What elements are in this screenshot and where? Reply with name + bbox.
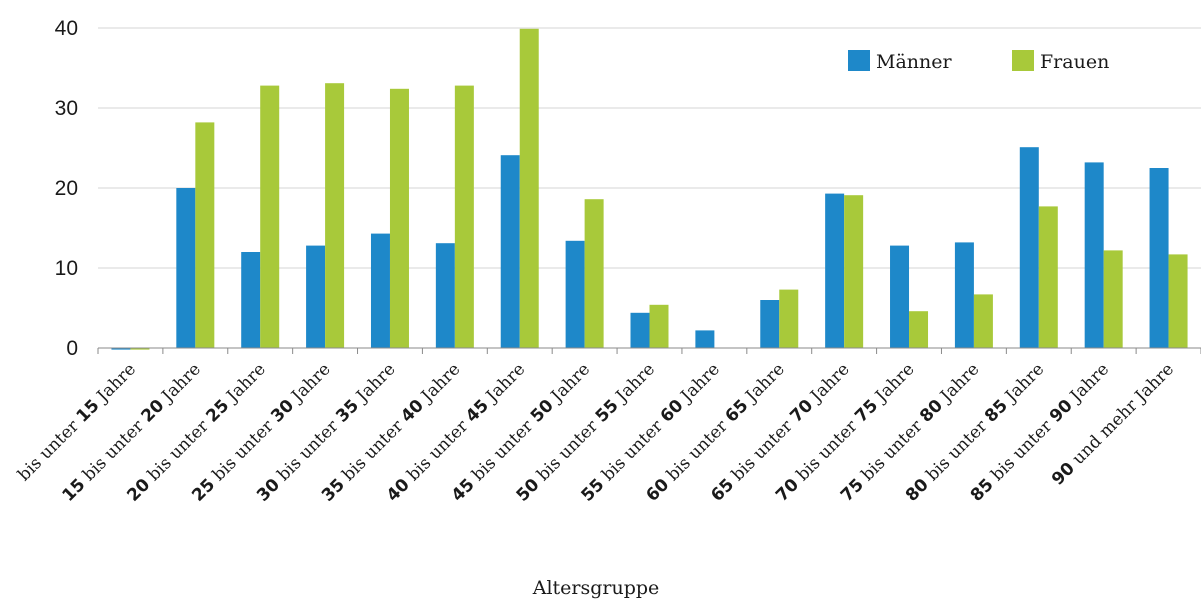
bar-maenner bbox=[306, 245, 326, 348]
bar-maenner bbox=[954, 242, 974, 348]
bar-frauen bbox=[1103, 250, 1123, 348]
x-tick-label: 90 und mehr Jahre bbox=[1048, 359, 1178, 489]
y-tick-label: 30 bbox=[55, 97, 78, 120]
bar-frauen bbox=[779, 289, 799, 348]
bar-frauen bbox=[973, 294, 993, 348]
y-tick-label: 0 bbox=[66, 337, 78, 360]
x-axis bbox=[97, 347, 1201, 354]
bar-maenner bbox=[500, 155, 520, 348]
bar-maenner bbox=[695, 330, 715, 348]
bar-frauen bbox=[519, 28, 539, 349]
bar-maenner bbox=[1084, 162, 1104, 348]
bar-maenner bbox=[565, 240, 585, 348]
bar-frauen bbox=[325, 83, 345, 348]
bar-maenner bbox=[241, 252, 261, 348]
x-tick-label: bis unter 15 Jahre bbox=[14, 359, 140, 485]
bar-frauen bbox=[195, 122, 215, 349]
bar-maenner bbox=[111, 348, 131, 350]
legend-label: Männer bbox=[876, 51, 953, 73]
legend-swatch bbox=[848, 50, 870, 71]
y-tick-label: 20 bbox=[55, 177, 78, 200]
y-tick-label: 40 bbox=[55, 17, 78, 40]
bar-frauen bbox=[1038, 206, 1058, 348]
bar-frauen bbox=[1168, 254, 1188, 348]
legend-swatch bbox=[1012, 50, 1034, 71]
bar-maenner bbox=[370, 233, 390, 348]
gridlines bbox=[98, 27, 1201, 269]
bar-maenner bbox=[1149, 168, 1169, 348]
bar-frauen bbox=[909, 311, 929, 348]
bar-maenner bbox=[630, 312, 650, 348]
y-axis-ticks: 0 10 20 30 40 bbox=[55, 17, 78, 360]
x-axis-title: Altersgruppe bbox=[532, 577, 660, 599]
bar-frauen bbox=[844, 195, 864, 348]
bar-maenner bbox=[1019, 147, 1039, 348]
bar-frauen bbox=[584, 199, 604, 348]
bar-frauen bbox=[454, 85, 474, 348]
bar-maenner bbox=[760, 300, 780, 348]
legend-label: Frauen bbox=[1040, 51, 1109, 73]
bar-maenner bbox=[890, 245, 910, 348]
bar-frauen bbox=[260, 85, 280, 348]
y-tick-label: 10 bbox=[55, 257, 78, 280]
bar-maenner bbox=[435, 243, 455, 348]
bar-frauen bbox=[389, 88, 409, 349]
bars bbox=[111, 28, 1188, 350]
bar-maenner bbox=[176, 188, 196, 348]
legend: Männer Frauen bbox=[848, 50, 1109, 73]
bar-maenner bbox=[825, 193, 845, 348]
bar-frauen bbox=[649, 304, 669, 348]
bar-frauen bbox=[130, 348, 150, 350]
